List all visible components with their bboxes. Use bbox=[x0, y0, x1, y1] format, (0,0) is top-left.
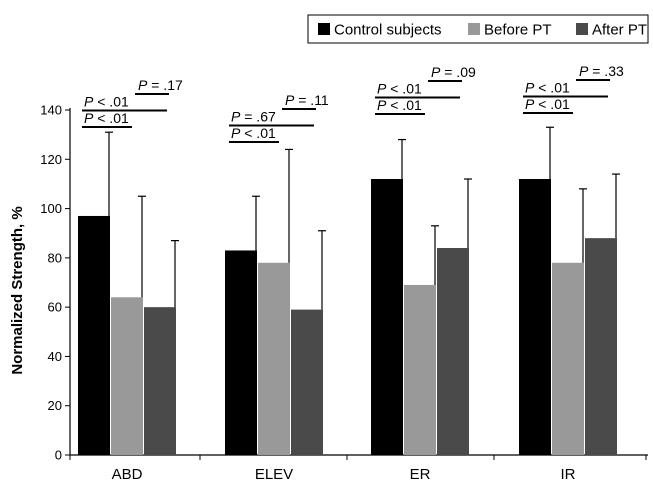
category-label-er: ER bbox=[410, 466, 431, 483]
y-tick-label: 60 bbox=[48, 300, 62, 315]
bar-2-abd bbox=[144, 307, 176, 455]
legend-label-1: Before PT bbox=[484, 22, 552, 39]
significance-label: P = .33 bbox=[579, 63, 624, 79]
significance-label: P < .01 bbox=[377, 97, 422, 113]
bar-1-abd bbox=[111, 297, 143, 455]
bar-2-elev bbox=[291, 309, 323, 455]
bar-2-ir bbox=[585, 238, 617, 455]
significance-label: P = .09 bbox=[431, 64, 476, 80]
significance-label: P < .01 bbox=[231, 125, 276, 141]
y-tick-label: 80 bbox=[48, 250, 62, 265]
bar-0-er bbox=[371, 179, 403, 455]
category-label-abd: ABD bbox=[112, 466, 143, 483]
bar-0-elev bbox=[225, 250, 257, 455]
significance-label: P = .67 bbox=[231, 109, 276, 125]
significance-label: P < .01 bbox=[84, 110, 129, 126]
chart-legend: Control subjects Before PT After PT bbox=[307, 14, 649, 44]
legend-label-0: Control subjects bbox=[334, 22, 442, 39]
category-label-ir: IR bbox=[561, 466, 576, 483]
y-tick-label: 100 bbox=[40, 201, 62, 216]
y-tick-label: 20 bbox=[48, 398, 62, 413]
legend-swatch-2 bbox=[576, 23, 588, 35]
bar-1-er bbox=[404, 284, 436, 455]
significance-label: P = .17 bbox=[138, 77, 183, 93]
significance-label: P < .01 bbox=[525, 96, 570, 112]
y-tick-label: 0 bbox=[55, 448, 62, 463]
significance-label: P < .01 bbox=[84, 94, 129, 110]
bar-1-ir bbox=[552, 262, 584, 455]
category-label-elev: ELEV bbox=[255, 466, 293, 483]
significance-label: P = .11 bbox=[285, 92, 329, 108]
legend-swatch-0 bbox=[318, 23, 330, 35]
bar-0-ir bbox=[519, 179, 551, 455]
legend-swatch-1 bbox=[468, 23, 480, 35]
y-tick-label: 40 bbox=[48, 349, 62, 364]
significance-label: P < .01 bbox=[377, 81, 422, 97]
y-tick-label: 140 bbox=[40, 103, 62, 118]
y-tick-label: 120 bbox=[40, 152, 62, 167]
legend-border bbox=[307, 14, 649, 44]
bar-1-elev bbox=[258, 262, 290, 455]
legend-label-2: After PT bbox=[592, 22, 647, 39]
significance-label: P < .01 bbox=[525, 80, 570, 96]
bar-2-er bbox=[437, 248, 469, 455]
y-axis-title: Normalized Strength, % bbox=[9, 206, 26, 374]
bar-0-abd bbox=[78, 215, 110, 455]
